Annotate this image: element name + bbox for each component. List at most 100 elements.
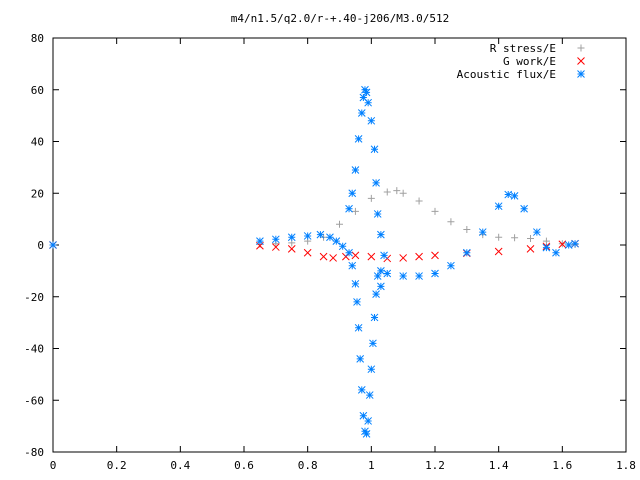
data-point bbox=[373, 272, 382, 280]
data-point bbox=[365, 391, 374, 399]
data-point bbox=[303, 248, 312, 257]
data-point bbox=[495, 233, 503, 241]
data-point bbox=[415, 197, 423, 205]
data-point bbox=[319, 252, 328, 261]
data-point bbox=[332, 237, 341, 245]
data-point bbox=[377, 230, 385, 239]
y-tick-label: 20 bbox=[31, 187, 44, 200]
data-point bbox=[361, 427, 369, 436]
data-point bbox=[377, 267, 385, 275]
data-point bbox=[380, 251, 388, 260]
data-point bbox=[351, 207, 359, 215]
x-tick-label: 1.8 bbox=[616, 459, 636, 472]
x-tick-label: 1.4 bbox=[489, 459, 509, 472]
data-point bbox=[447, 218, 455, 226]
data-point bbox=[393, 187, 401, 195]
x-tick-label: 0.6 bbox=[234, 459, 254, 472]
data-point bbox=[353, 298, 361, 306]
data-point bbox=[357, 109, 366, 117]
data-point bbox=[377, 282, 385, 291]
data-point bbox=[359, 411, 368, 420]
y-tick-label: 40 bbox=[31, 136, 44, 149]
data-point bbox=[362, 88, 371, 97]
legend-label: Acoustic flux/E bbox=[457, 68, 556, 81]
data-point bbox=[326, 233, 334, 242]
data-point bbox=[367, 365, 376, 374]
x-tick-label: 1 bbox=[368, 459, 375, 472]
x-tick-label: 0.8 bbox=[298, 459, 318, 472]
data-point bbox=[367, 116, 376, 125]
axis-tick-labels: 0 0.2 0.4 0.6 0.8 1 1.2 1.4 1.6 1.8 -80 -60 -40 -20 0 2… bbox=[24, 32, 636, 472]
data-point bbox=[494, 247, 503, 256]
x-tick-label: 1.6 bbox=[552, 459, 572, 472]
x-tick-label: 0.4 bbox=[170, 459, 190, 472]
data-point bbox=[287, 245, 296, 253]
data-point bbox=[552, 248, 560, 257]
data-point bbox=[571, 239, 579, 248]
data-point bbox=[271, 235, 280, 244]
data-point bbox=[351, 279, 360, 288]
data-point bbox=[372, 179, 380, 187]
data-point bbox=[354, 323, 363, 332]
data-point bbox=[511, 234, 519, 242]
data-point bbox=[256, 237, 264, 245]
data-point bbox=[494, 202, 503, 211]
data-point bbox=[357, 386, 366, 394]
data-point bbox=[271, 243, 280, 251]
data-point bbox=[364, 417, 373, 425]
data-point bbox=[399, 272, 408, 280]
data-point bbox=[316, 230, 325, 239]
legend-marker bbox=[577, 57, 585, 65]
data-point bbox=[520, 204, 528, 213]
data-point bbox=[462, 248, 471, 257]
y-tick-label: 60 bbox=[31, 84, 44, 97]
data-point bbox=[345, 204, 353, 213]
x-tick-label: 1.2 bbox=[425, 459, 445, 472]
data-point bbox=[351, 166, 360, 174]
y-tick-label: -60 bbox=[24, 394, 44, 407]
legend-label: G work/E bbox=[503, 55, 556, 68]
data-point bbox=[383, 269, 392, 278]
data-point bbox=[338, 242, 347, 251]
series-2 bbox=[49, 85, 579, 438]
data-point bbox=[49, 241, 57, 249]
data-point bbox=[361, 85, 369, 94]
y-tick-label: 0 bbox=[37, 239, 44, 252]
data-point bbox=[542, 243, 551, 252]
data-point bbox=[336, 220, 343, 228]
axis-ticks bbox=[52, 37, 627, 453]
data-point bbox=[504, 190, 513, 199]
data-point bbox=[287, 233, 296, 242]
data-point bbox=[348, 189, 357, 198]
data-point bbox=[558, 240, 567, 249]
y-tick-label: -40 bbox=[24, 343, 44, 356]
series-1 bbox=[49, 239, 579, 263]
data-point bbox=[527, 235, 534, 243]
data-point bbox=[415, 252, 423, 261]
x-tick-label: 0.2 bbox=[107, 459, 127, 472]
data-point bbox=[303, 232, 312, 240]
y-tick-label: 80 bbox=[31, 32, 44, 45]
y-tick-label: -20 bbox=[24, 291, 44, 304]
data-point bbox=[542, 237, 550, 245]
series-0 bbox=[49, 187, 579, 249]
data-point bbox=[348, 261, 357, 270]
data-point bbox=[383, 188, 391, 196]
data-point bbox=[369, 339, 377, 348]
data-point bbox=[564, 241, 573, 249]
data-point bbox=[510, 191, 519, 200]
data-point bbox=[399, 189, 407, 197]
data-point bbox=[447, 261, 455, 270]
legend-marker bbox=[577, 70, 585, 78]
x-tick-label: 0 bbox=[50, 459, 57, 472]
data-point bbox=[370, 313, 379, 322]
data-point bbox=[356, 354, 365, 363]
data-point bbox=[478, 228, 487, 236]
y-tick-label: -80 bbox=[24, 446, 44, 459]
data-point bbox=[526, 245, 535, 253]
data-point bbox=[370, 145, 379, 154]
data-point bbox=[373, 210, 382, 218]
legend-marker bbox=[577, 44, 585, 52]
